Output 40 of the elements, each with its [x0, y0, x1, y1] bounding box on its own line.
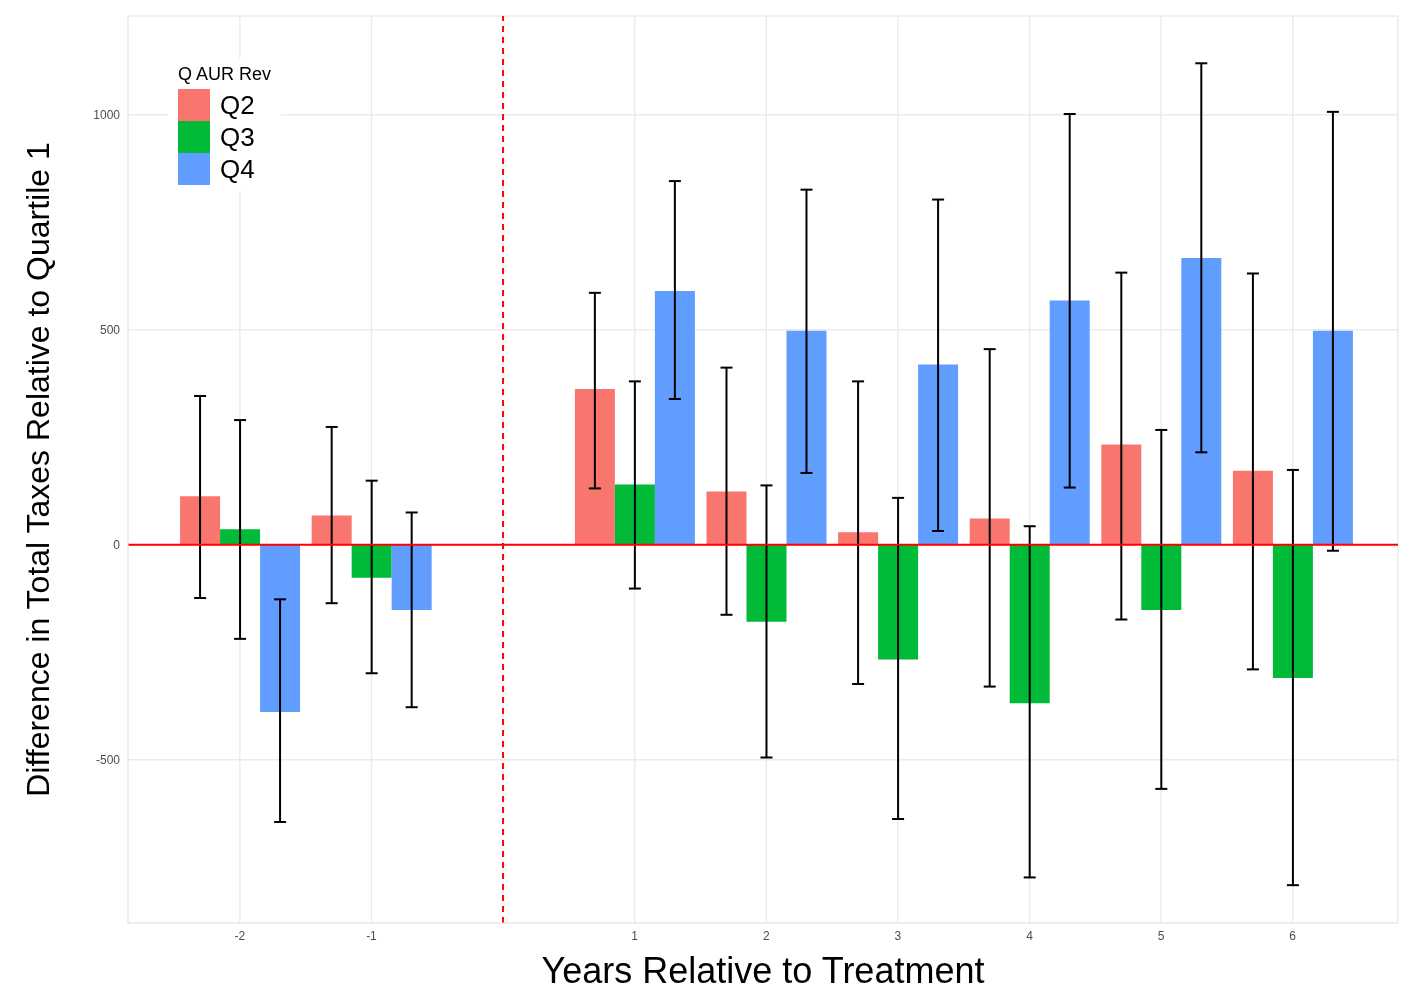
bar [1312, 330, 1353, 545]
legend-label: Q2 [220, 89, 255, 121]
bar [1272, 544, 1313, 678]
bar [574, 389, 615, 545]
y-axis-title: Difference in Total Taxes Relative to Quartile 1 [20, 142, 57, 797]
bar [878, 544, 919, 660]
x-tick-label: 3 [894, 928, 902, 943]
bar [1181, 258, 1222, 545]
x-axis-title: Years Relative to Treatment [541, 950, 985, 991]
bar [311, 515, 352, 545]
bar [1141, 544, 1182, 611]
bar [786, 330, 827, 545]
bar [391, 544, 432, 611]
bar [1232, 470, 1273, 545]
x-tick-label: -1 [366, 928, 378, 943]
bar [918, 364, 959, 545]
bar [351, 544, 392, 578]
bar [706, 491, 747, 545]
bar [1101, 444, 1142, 545]
y-tick-label: 500 [99, 323, 121, 338]
legend-title: Q AUR Rev [178, 64, 272, 85]
bar [1009, 544, 1050, 704]
x-tick-label: 4 [1026, 928, 1034, 943]
bar [746, 544, 787, 622]
y-tick-label: 1000 [93, 108, 121, 123]
x-tick-label: 5 [1157, 928, 1165, 943]
x-tick-label: 2 [762, 928, 770, 943]
bar [260, 544, 301, 712]
y-tick-label: 0 [113, 537, 121, 552]
y-tick-label: -500 [95, 752, 121, 767]
bar [969, 518, 1010, 545]
bar [614, 484, 655, 545]
bar [180, 496, 221, 545]
x-tick-label: 1 [631, 928, 639, 943]
x-tick-label: 6 [1289, 928, 1297, 943]
legend-label: Q4 [220, 153, 255, 185]
legend-label: Q3 [220, 121, 255, 153]
bar [654, 291, 695, 545]
bar [1049, 300, 1090, 545]
x-tick-label: -2 [234, 928, 246, 943]
